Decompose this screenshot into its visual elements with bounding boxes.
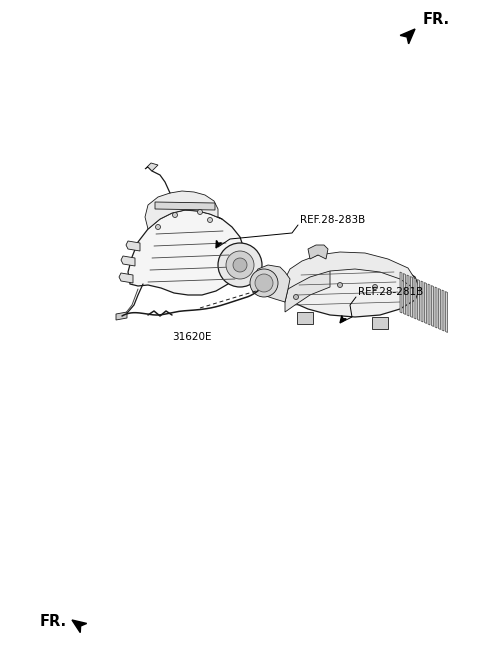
Circle shape (233, 258, 247, 272)
Text: FR.: FR. (423, 12, 450, 27)
Polygon shape (155, 202, 215, 210)
Polygon shape (119, 273, 133, 283)
Text: REF.28-283B: REF.28-283B (300, 215, 365, 225)
Polygon shape (128, 210, 244, 295)
Polygon shape (407, 275, 409, 316)
Polygon shape (442, 290, 444, 331)
Text: FR.: FR. (40, 614, 67, 629)
Circle shape (255, 274, 273, 292)
Circle shape (197, 210, 203, 214)
Polygon shape (435, 287, 437, 328)
Polygon shape (297, 312, 313, 324)
Circle shape (172, 212, 178, 217)
Polygon shape (428, 284, 430, 325)
Polygon shape (121, 256, 135, 266)
Polygon shape (285, 262, 330, 312)
Polygon shape (410, 277, 412, 317)
Polygon shape (340, 315, 346, 323)
Polygon shape (253, 265, 290, 302)
Circle shape (250, 269, 278, 297)
Polygon shape (372, 317, 388, 329)
Circle shape (293, 294, 299, 300)
Polygon shape (432, 286, 433, 327)
Polygon shape (445, 292, 447, 332)
Polygon shape (418, 279, 420, 321)
Circle shape (207, 217, 213, 223)
Polygon shape (308, 245, 328, 259)
Circle shape (337, 283, 343, 288)
Circle shape (372, 284, 377, 290)
Polygon shape (400, 272, 402, 313)
Polygon shape (404, 273, 406, 315)
Polygon shape (126, 241, 140, 251)
Circle shape (156, 225, 160, 229)
Polygon shape (145, 191, 222, 229)
Polygon shape (400, 29, 415, 44)
Polygon shape (414, 278, 416, 319)
Polygon shape (72, 620, 87, 633)
Polygon shape (116, 312, 127, 320)
Polygon shape (439, 288, 441, 330)
Circle shape (218, 243, 262, 287)
Polygon shape (421, 281, 423, 322)
Polygon shape (285, 252, 415, 289)
Polygon shape (424, 283, 427, 323)
Polygon shape (216, 240, 221, 248)
Circle shape (226, 251, 254, 279)
Text: REF.28-281B: REF.28-281B (358, 287, 423, 297)
Polygon shape (285, 259, 420, 317)
Text: 31620E: 31620E (172, 332, 212, 342)
Polygon shape (145, 163, 158, 171)
